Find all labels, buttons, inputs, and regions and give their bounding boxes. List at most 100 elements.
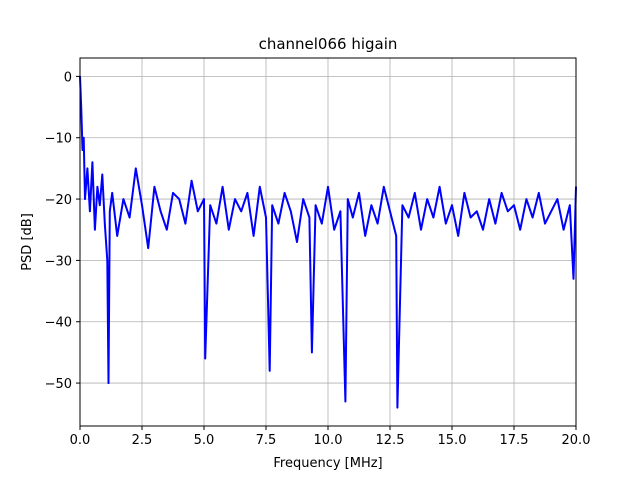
psd-data-point bbox=[445, 222, 447, 225]
psd-data-point bbox=[364, 235, 367, 237]
psd-data-point bbox=[111, 192, 113, 194]
psd-data-point bbox=[507, 210, 509, 213]
psd-data-point bbox=[190, 179, 193, 182]
psd-data-point bbox=[101, 173, 104, 176]
psd-data-point bbox=[488, 198, 491, 200]
psd-data-point bbox=[252, 235, 255, 237]
x-axis-label: Frequency [MHz] bbox=[273, 456, 382, 471]
psd-data-point bbox=[469, 216, 472, 219]
psd-data-point bbox=[352, 216, 354, 219]
psd-data-point bbox=[550, 210, 552, 213]
y-tick-label: −40 bbox=[45, 316, 72, 331]
y-axis-label: PSD [dB] bbox=[20, 213, 35, 271]
psd-data-point bbox=[86, 167, 89, 170]
psd-data-point bbox=[178, 198, 180, 200]
psd-data-point bbox=[513, 204, 515, 206]
psd-data-point bbox=[147, 247, 149, 249]
psd-data-point bbox=[519, 228, 521, 231]
psd-data-point bbox=[228, 228, 230, 231]
psd-data-point bbox=[277, 222, 280, 225]
x-tick-label: 2.5 bbox=[132, 433, 153, 448]
psd-data-point bbox=[476, 210, 478, 213]
psd-data-point bbox=[339, 210, 342, 213]
x-axis-ticks: 0.0 2.5 5.0 7.5 10.0 12.5 15.0 17.5 20.0 bbox=[70, 426, 591, 448]
psd-data-point bbox=[96, 186, 99, 188]
y-tick-label: −10 bbox=[45, 132, 72, 147]
psd-data-point bbox=[308, 216, 311, 219]
psd-data-point bbox=[283, 192, 286, 194]
psd-data-point bbox=[396, 406, 399, 409]
grid bbox=[79, 58, 577, 426]
x-tick-label: 15.0 bbox=[438, 433, 467, 448]
psd-data-point bbox=[135, 167, 137, 170]
psd-data-point bbox=[81, 149, 84, 151]
psd-data-point bbox=[544, 222, 546, 225]
psd-data-point bbox=[494, 222, 497, 225]
psd-data-point bbox=[358, 192, 360, 194]
psd-data-point bbox=[116, 235, 118, 237]
psd-data-point bbox=[94, 228, 96, 231]
psd-data-point bbox=[333, 228, 336, 231]
psd-data-point bbox=[106, 259, 109, 262]
x-tick-label: 5.0 bbox=[194, 433, 215, 448]
psd-data-point bbox=[562, 228, 565, 231]
psd-data-point bbox=[426, 198, 429, 200]
psd-data-point bbox=[271, 204, 274, 206]
psd-data-point bbox=[432, 216, 435, 219]
y-axis-ticks: 0 −10 −20 −30 −40 −50 bbox=[45, 70, 80, 392]
psd-data-point bbox=[401, 204, 404, 206]
psd-data-point bbox=[296, 241, 298, 243]
psd-data-point bbox=[89, 210, 91, 213]
x-tick-label: 20.0 bbox=[562, 433, 591, 448]
psd-data-point bbox=[290, 210, 292, 213]
psd-data-point bbox=[234, 198, 236, 200]
psd-data-point bbox=[556, 198, 559, 200]
psd-data-point bbox=[370, 204, 373, 206]
psd-data-point bbox=[215, 222, 218, 225]
chart-title: channel066 higain bbox=[259, 35, 398, 53]
y-tick-label: −20 bbox=[45, 193, 72, 208]
y-tick-label: 0 bbox=[64, 70, 72, 85]
psd-data-point bbox=[153, 186, 156, 188]
psd-data-point bbox=[311, 351, 313, 354]
psd-data-point bbox=[141, 204, 143, 206]
psd-data-point bbox=[82, 136, 85, 139]
psd-data-point bbox=[420, 228, 422, 231]
psd-data-point bbox=[395, 235, 398, 237]
psd-data-point bbox=[99, 204, 101, 206]
psd-data-point bbox=[482, 228, 484, 231]
psd-data-point bbox=[221, 186, 224, 188]
psd-data-point bbox=[184, 222, 187, 225]
psd-data-point bbox=[80, 106, 82, 108]
psd-data-point bbox=[209, 204, 211, 206]
psd-data-point bbox=[107, 382, 110, 384]
psd-data-point bbox=[204, 357, 206, 360]
psd-data-point bbox=[302, 198, 305, 200]
psd-data-point bbox=[383, 186, 385, 188]
psd-data-point bbox=[344, 400, 347, 403]
psd-data-point bbox=[457, 235, 460, 237]
psd-data-point bbox=[347, 198, 349, 200]
psd-data-point bbox=[240, 210, 242, 213]
psd-data-point bbox=[104, 222, 106, 225]
psd-data-point bbox=[531, 216, 534, 219]
psd-data-point bbox=[414, 192, 416, 194]
psd-data-point bbox=[569, 204, 571, 206]
psd-data-point bbox=[203, 198, 205, 200]
psd-data-point bbox=[122, 198, 125, 200]
psd-data-point bbox=[172, 192, 174, 194]
psd-data-point bbox=[321, 222, 323, 225]
psd-data-point bbox=[268, 370, 271, 372]
x-tick-label: 10.0 bbox=[314, 433, 343, 448]
psd-data-point bbox=[572, 278, 575, 280]
y-tick-label: −30 bbox=[45, 254, 72, 269]
psd-data-point bbox=[197, 210, 199, 213]
psd-data-point bbox=[159, 210, 162, 213]
psd-data-point bbox=[327, 186, 329, 188]
psd-data-point bbox=[407, 216, 410, 219]
psd-data-point bbox=[259, 186, 261, 188]
psd-data-point bbox=[438, 186, 441, 188]
psd-data-point bbox=[91, 161, 94, 164]
